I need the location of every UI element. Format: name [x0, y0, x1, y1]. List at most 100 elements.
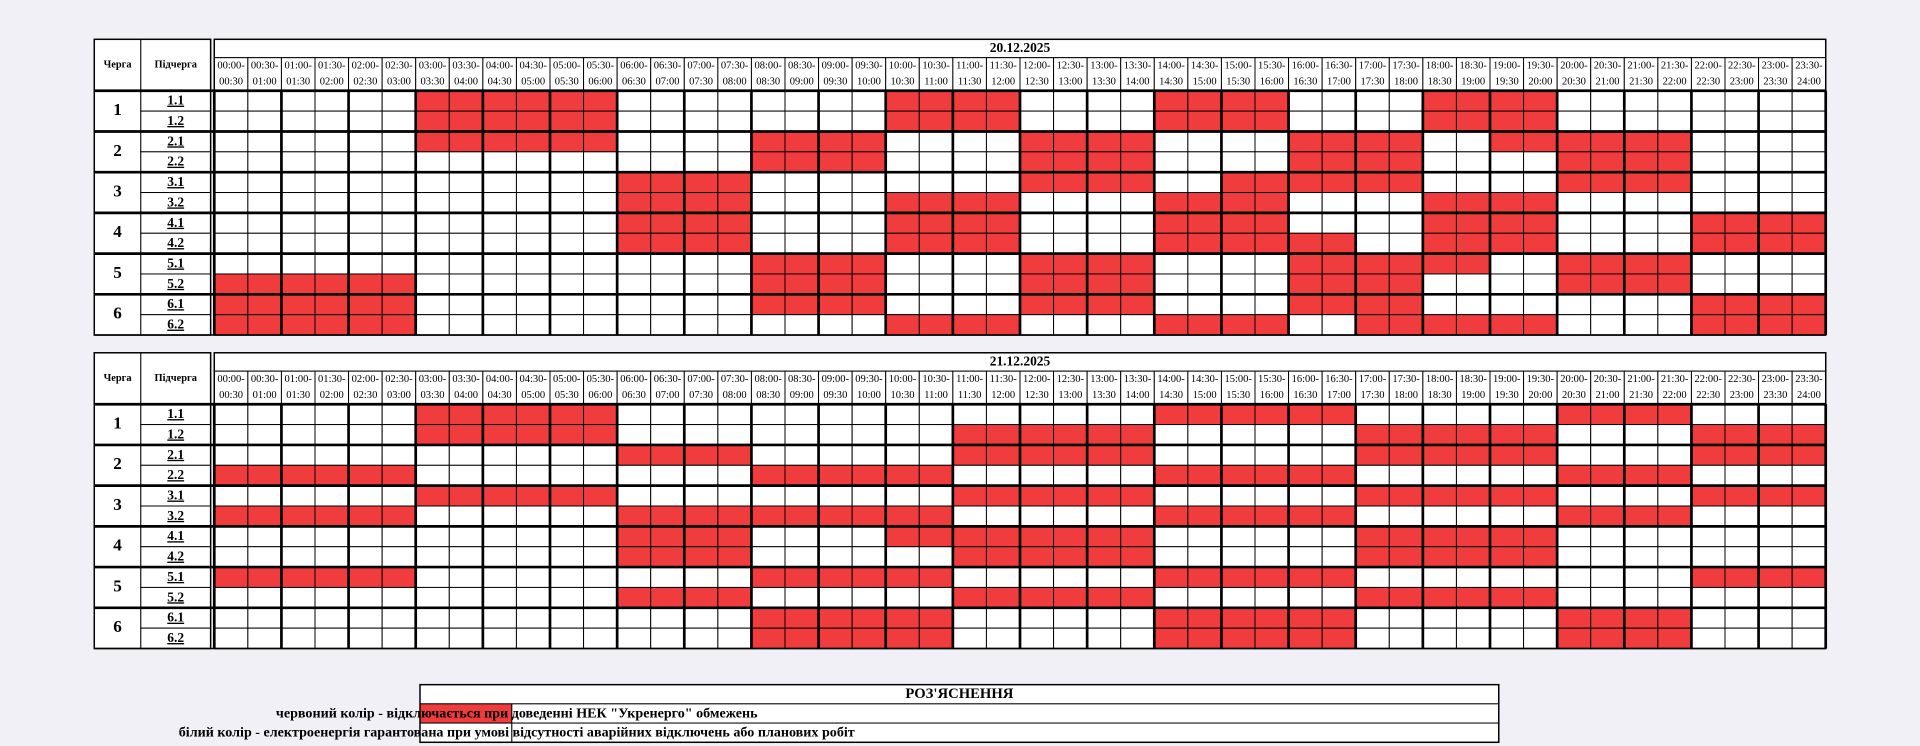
time-end: 02:00 [320, 390, 344, 401]
schedule-cell [683, 505, 719, 527]
schedule-cell [818, 253, 853, 275]
schedule-cell [515, 171, 551, 194]
schedule-cell [1388, 424, 1424, 446]
schedule-cell [1053, 403, 1088, 426]
schedule-cell [1422, 505, 1457, 527]
schedule-cell [1791, 464, 1827, 487]
schedule-cell [1288, 586, 1323, 609]
schedule-cell [280, 253, 316, 275]
schedule-cell [1019, 525, 1055, 548]
schedule-cell [348, 192, 383, 214]
schedule-cell [515, 130, 551, 153]
schedule-cell [750, 505, 786, 527]
subqueue-label: 4.2 [167, 235, 184, 250]
schedule-cell [1388, 314, 1424, 336]
schedule-cell [750, 293, 786, 316]
schedule-cell [1254, 110, 1290, 132]
schedule-cell [750, 444, 786, 466]
time-end: 11:30 [958, 390, 982, 401]
schedule-cell [985, 566, 1021, 588]
time-end: 24:00 [1797, 77, 1821, 88]
schedule-cell [1086, 403, 1122, 426]
schedule-cell [851, 130, 887, 153]
schedule-cell [314, 607, 350, 629]
time-cell [213, 57, 249, 92]
schedule-cell [549, 212, 585, 234]
schedule-cell [750, 130, 786, 153]
schedule-cell [616, 253, 652, 275]
schedule-cell [1623, 151, 1659, 173]
schedule-cell [348, 505, 383, 527]
schedule-cell [1724, 627, 1760, 649]
schedule-cell [885, 627, 920, 649]
schedule-cell [985, 130, 1021, 153]
schedule-cell [515, 444, 551, 466]
schedule-cell [1690, 212, 1726, 234]
schedule-cell [1623, 171, 1659, 194]
schedule-cell [985, 485, 1021, 507]
time-cell [952, 370, 987, 405]
table-border [213, 38, 1827, 336]
schedule-cell [381, 192, 417, 214]
schedule-cell [448, 273, 484, 295]
schedule-cell [985, 586, 1021, 609]
schedule-cell [1455, 607, 1491, 629]
time-end: 21:00 [1596, 77, 1620, 88]
schedule-cell [952, 403, 987, 426]
schedule-cell [1388, 171, 1424, 194]
schedule-cell [583, 293, 618, 316]
schedule-cell [952, 253, 987, 275]
schedule-cell [448, 90, 484, 112]
schedule-cell [717, 90, 752, 112]
time-cell [1019, 370, 1055, 405]
time-end: 13:30 [1092, 390, 1116, 401]
schedule-cell [515, 253, 551, 275]
schedule-cell [314, 464, 350, 487]
schedule-cell [1590, 607, 1625, 629]
schedule-cell [1053, 607, 1088, 629]
schedule-cell [515, 314, 551, 336]
schedule-cell [415, 627, 450, 649]
schedule-cell [583, 192, 618, 214]
schedule-cell [348, 525, 383, 548]
schedule-cell [482, 464, 517, 487]
schedule-cell [1523, 485, 1558, 507]
schedule-cell [1220, 586, 1256, 609]
schedule-cell [1086, 273, 1122, 295]
schedule-cell [1120, 485, 1155, 507]
schedule-cell [985, 171, 1021, 194]
schedule-cell [1556, 130, 1592, 153]
schedule-cell [247, 566, 282, 588]
schedule-cell [280, 90, 316, 112]
time-end: 06:30 [622, 390, 646, 401]
schedule-cell [515, 627, 551, 649]
queue-cell [93, 485, 142, 527]
schedule-cell [314, 403, 350, 426]
time-cell [717, 57, 752, 92]
schedule-cell [1153, 464, 1189, 487]
schedule-cell [1388, 130, 1424, 153]
time-start: 09:00- [822, 61, 850, 72]
schedule-cell [1590, 151, 1625, 173]
schedule-cell [1758, 586, 1793, 609]
schedule-cell [616, 232, 652, 255]
schedule-cell [885, 171, 920, 194]
time-start: 00:30- [251, 374, 279, 385]
schedule-cell [1724, 232, 1760, 255]
time-start: 08:00- [754, 374, 782, 385]
subqueue-label: 6.2 [167, 630, 184, 645]
schedule-cell [616, 293, 652, 316]
schedule-cell [985, 212, 1021, 234]
schedule-cell [1556, 90, 1592, 112]
schedule-cell [1388, 192, 1424, 214]
schedule-cell [750, 525, 786, 548]
schedule-cell [1355, 627, 1390, 649]
time-cell [1791, 57, 1827, 92]
schedule-cell [1187, 151, 1222, 173]
schedule-cell [1288, 171, 1323, 194]
time-end: 18:30 [1428, 77, 1452, 88]
schedule-cell [818, 151, 853, 173]
time-end: 09:00 [790, 77, 814, 88]
schedule-cell [650, 607, 685, 629]
schedule-cell [1791, 444, 1827, 466]
